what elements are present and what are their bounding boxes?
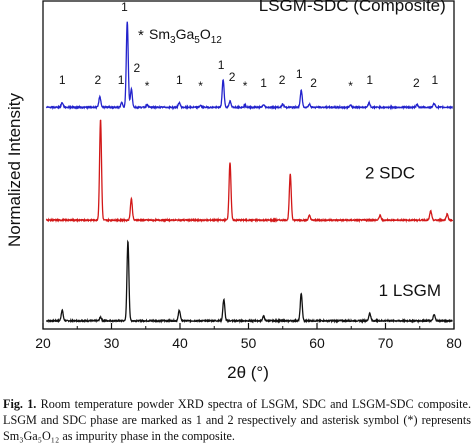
- peak-annotation: 1: [431, 73, 438, 87]
- x-tick-label: 70: [378, 335, 394, 351]
- peak-annotation: 2: [279, 73, 286, 87]
- caption-label: Fig. 1.: [3, 397, 37, 411]
- x-tick-label: 50: [241, 335, 257, 351]
- peak-annotation: *: [348, 79, 353, 93]
- legend-formula-sub-3: 3: [170, 35, 176, 46]
- peak-annotation: 1: [296, 67, 303, 81]
- legend-formula-sm: Sm: [149, 26, 170, 42]
- peak-annotation: 1: [366, 73, 373, 87]
- peak-annotation: 2: [134, 61, 141, 75]
- legend-formula-sub-5: 5: [194, 35, 200, 46]
- peak-annotation: 2: [229, 70, 236, 84]
- peak-annotation: *: [198, 79, 203, 93]
- peak-annotation: 1: [118, 73, 125, 87]
- legend-formula-sub-12: 12: [211, 35, 223, 46]
- peak-annotation: *: [145, 79, 150, 93]
- peak-annotation: 1: [176, 73, 183, 87]
- peak-annotation: 1: [218, 58, 225, 72]
- series-line-0: [46, 239, 453, 324]
- legend-formula: Sm3Ga5O12: [149, 26, 222, 46]
- y-axis-label: Normalized Intensity: [5, 93, 24, 248]
- caption-text: Room temperature powder XRD spectra of L…: [3, 397, 471, 443]
- peak-annotation: 1: [59, 73, 66, 87]
- x-axis-label: 2θ (°): [227, 363, 269, 382]
- x-tick-label: 30: [104, 335, 120, 351]
- series-label-1: 2 SDC: [365, 164, 415, 183]
- x-tick-label: 40: [172, 335, 188, 351]
- series-label-0: LSGM-SDC (Composite): [259, 0, 446, 15]
- peak-annotation: 2: [413, 76, 420, 90]
- peak-annotation: 2: [94, 73, 101, 87]
- x-tick-label: 60: [309, 335, 325, 351]
- x-tick-label: 80: [446, 335, 462, 351]
- series-line-1: [45, 119, 454, 224]
- series-label-2: 1 LSGM: [379, 281, 441, 300]
- legend-formula-ga: Ga: [176, 26, 195, 42]
- legend-formula-o: O: [200, 26, 211, 42]
- xrd-chart: 20 30 40 50 60 70 80 LSGM-SDC (Composite) 2 SDC…: [5, 0, 462, 382]
- legend-asterisk: *: [138, 27, 144, 44]
- peak-annotation: 2: [310, 76, 317, 90]
- peak-annotation: *: [243, 79, 248, 93]
- series-line-2: [45, 21, 454, 111]
- series-layer: [45, 21, 454, 324]
- figure-caption: Fig. 1. Room temperature powder XRD spec…: [3, 396, 471, 444]
- peak-annotation: 1: [260, 76, 267, 90]
- peak-annotation: 1: [121, 0, 128, 14]
- x-axis-ticks: 20 30 40 50 60 70 80: [35, 323, 462, 351]
- impurity-legend: * Sm3Ga5O12: [138, 26, 222, 46]
- x-tick-label: 20: [35, 335, 51, 351]
